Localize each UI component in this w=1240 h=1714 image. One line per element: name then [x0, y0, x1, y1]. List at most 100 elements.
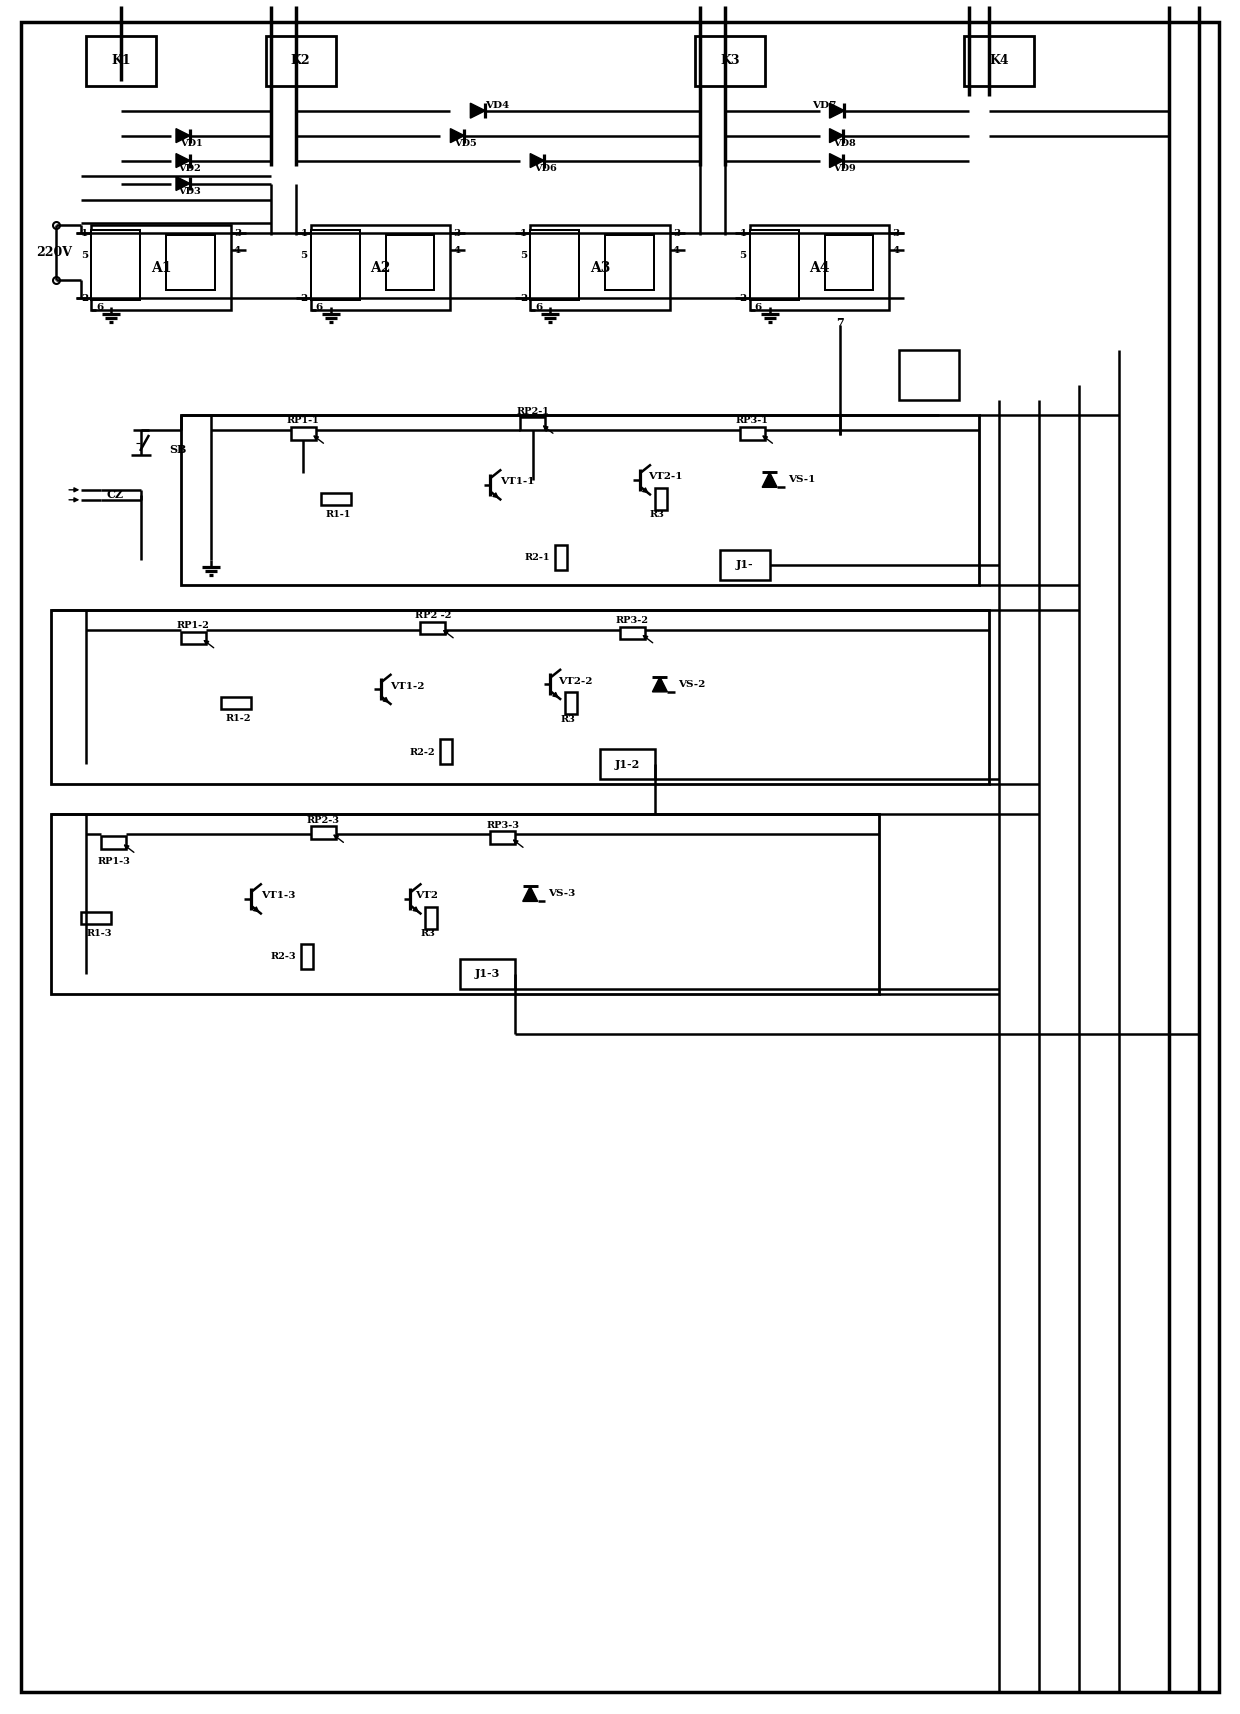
Text: VD9: VD9 [833, 165, 857, 173]
Polygon shape [470, 103, 485, 118]
Text: RP1-3: RP1-3 [97, 857, 130, 866]
Text: RP2 -2: RP2 -2 [414, 612, 451, 620]
Text: R3: R3 [420, 929, 435, 938]
Text: RP2-1: RP2-1 [516, 406, 549, 415]
Bar [620, 627, 645, 639]
Bar [87, 36, 156, 86]
Polygon shape [652, 677, 667, 692]
Polygon shape [763, 473, 777, 487]
Bar [311, 226, 450, 310]
Bar [965, 36, 1034, 86]
Bar [311, 826, 336, 840]
Text: 2: 2 [520, 293, 527, 303]
Text: 5: 5 [520, 250, 527, 261]
Bar [166, 235, 215, 290]
Text: 6: 6 [316, 303, 322, 312]
Text: 5: 5 [300, 250, 308, 261]
Bar [420, 622, 445, 634]
Bar [694, 36, 765, 86]
Text: VT2: VT2 [415, 891, 439, 900]
Text: 3: 3 [893, 230, 899, 238]
Polygon shape [830, 103, 844, 118]
Bar [301, 944, 312, 968]
Text: R3: R3 [650, 511, 665, 519]
Bar [221, 698, 250, 710]
Text: 1: 1 [739, 230, 746, 238]
Text: 4: 4 [454, 245, 460, 255]
Text: 4: 4 [673, 245, 680, 255]
Text: VD2: VD2 [179, 165, 201, 173]
Text: A2: A2 [371, 261, 391, 274]
Bar [92, 226, 231, 310]
Bar [719, 550, 770, 579]
Text: VS-1: VS-1 [787, 475, 815, 485]
Text: A4: A4 [810, 261, 830, 274]
Text: R1-2: R1-2 [226, 715, 252, 723]
Bar [386, 235, 434, 290]
Text: VT1-1: VT1-1 [500, 476, 534, 487]
Text: CZ: CZ [107, 488, 123, 500]
Text: R3: R3 [560, 715, 575, 723]
Bar [425, 907, 438, 929]
Polygon shape [176, 129, 190, 142]
Polygon shape [830, 154, 843, 168]
Text: VD8: VD8 [833, 139, 857, 147]
Text: 4: 4 [234, 245, 241, 255]
Bar [531, 230, 579, 300]
Text: 3: 3 [234, 230, 241, 238]
Bar [600, 749, 655, 780]
Text: 2: 2 [81, 293, 88, 303]
Text: 6: 6 [755, 303, 761, 312]
Text: R2-2: R2-2 [409, 747, 435, 758]
Bar [290, 427, 316, 440]
Polygon shape [531, 154, 544, 168]
Bar [81, 912, 112, 924]
Bar [490, 831, 516, 843]
Bar [181, 631, 206, 644]
Bar [181, 415, 980, 584]
Text: VD5: VD5 [454, 139, 477, 147]
Text: RP2-3: RP2-3 [306, 816, 340, 824]
Bar [521, 417, 546, 430]
Text: K4: K4 [990, 55, 1009, 67]
Bar [899, 350, 960, 399]
Bar [311, 230, 360, 300]
Text: A1: A1 [151, 261, 171, 274]
Text: RP3-2: RP3-2 [616, 615, 649, 626]
Bar [605, 235, 653, 290]
Text: RP3-3: RP3-3 [486, 821, 520, 830]
Text: VD6: VD6 [534, 165, 557, 173]
Text: R2-3: R2-3 [270, 953, 295, 962]
Text: K3: K3 [720, 55, 739, 67]
Bar [460, 958, 516, 989]
Bar [825, 235, 873, 290]
Text: 1: 1 [520, 230, 527, 238]
Bar [531, 226, 670, 310]
Text: 2: 2 [739, 293, 746, 303]
Polygon shape [450, 129, 464, 142]
Text: RP1-1: RP1-1 [286, 417, 320, 425]
Text: R1-1: R1-1 [326, 509, 351, 519]
Polygon shape [176, 177, 190, 190]
Bar [556, 545, 567, 569]
Bar [51, 814, 879, 994]
Polygon shape [176, 154, 190, 168]
Text: SB: SB [169, 444, 186, 456]
Bar [92, 230, 140, 300]
Text: VD1: VD1 [180, 139, 202, 147]
Bar [440, 739, 453, 764]
Bar [740, 427, 765, 440]
Bar [750, 230, 799, 300]
Text: VT2-1: VT2-1 [649, 473, 682, 482]
Text: VT1-2: VT1-2 [391, 682, 425, 691]
Text: 5: 5 [81, 250, 88, 261]
Text: 5: 5 [739, 250, 746, 261]
Text: RP1-2: RP1-2 [177, 620, 210, 631]
Polygon shape [523, 886, 538, 902]
Text: 2: 2 [300, 293, 308, 303]
Text: J1-: J1- [735, 559, 754, 571]
Text: VS-2: VS-2 [678, 680, 706, 689]
Text: R2-1: R2-1 [525, 554, 551, 562]
Text: VS-3: VS-3 [548, 890, 575, 898]
Text: K1: K1 [112, 55, 131, 67]
